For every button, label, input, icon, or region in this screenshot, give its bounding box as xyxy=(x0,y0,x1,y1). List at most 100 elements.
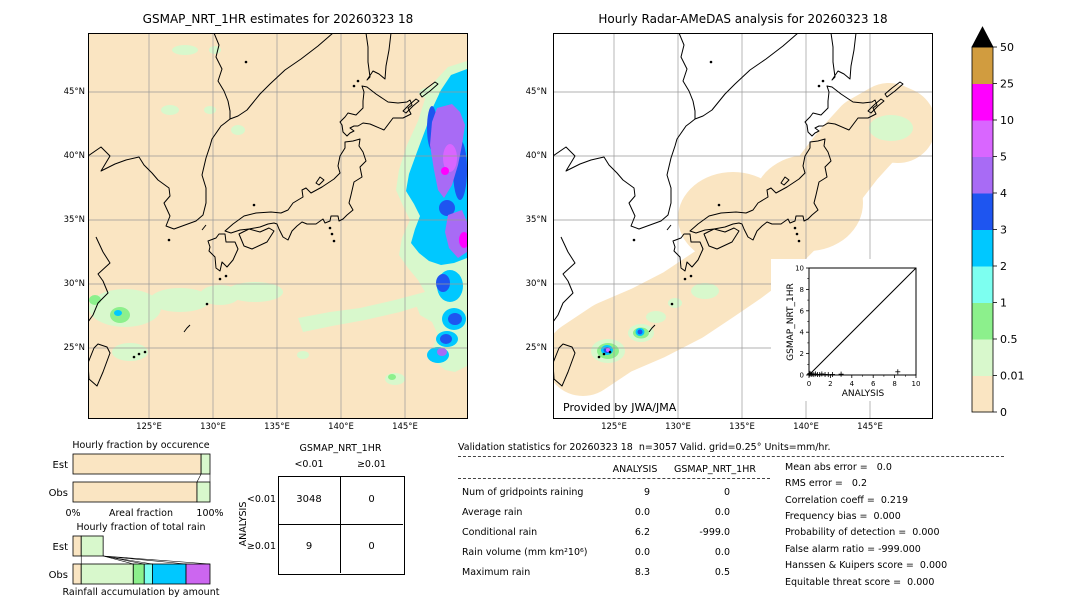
axis-title: Areal fraction xyxy=(109,508,173,519)
inset-y-tick-label: 6 xyxy=(800,307,805,315)
island-dot xyxy=(795,232,799,236)
rain-blob xyxy=(443,144,457,172)
rain-blob xyxy=(385,373,405,385)
lat-tick-right: 45°N xyxy=(525,87,547,97)
colorbar-segment xyxy=(972,302,993,340)
bar-connector xyxy=(103,555,153,565)
colorbar-segment xyxy=(972,83,993,121)
coastline xyxy=(339,85,413,137)
lat-tick-left: 30°N xyxy=(63,279,85,289)
map-border xyxy=(88,33,468,419)
validation-value-gsmap: -999.0 xyxy=(699,527,730,538)
right-map-title: Hourly Radar-AMeDAS analysis for 2026032… xyxy=(598,12,888,26)
island-dot xyxy=(218,277,222,281)
island-dot xyxy=(167,238,171,242)
rain-blob xyxy=(459,232,468,248)
island-dot xyxy=(683,277,687,281)
rain-blob xyxy=(231,125,245,135)
map-credit: Provided by JWA/JMA xyxy=(563,401,677,414)
rain-blob xyxy=(637,329,643,335)
rain-blob xyxy=(691,283,719,299)
left-map xyxy=(88,33,468,419)
validation-value-gsmap: 0.5 xyxy=(714,567,730,578)
inset-y-tick-label: 2 xyxy=(800,350,804,358)
island-dot xyxy=(328,226,332,230)
rain-blob xyxy=(204,106,216,114)
score-far: False alarm ratio = -999.000 xyxy=(785,544,921,555)
lat-tick-left: 25°N xyxy=(63,343,85,353)
island-dot xyxy=(608,350,612,354)
island-dot xyxy=(224,274,228,278)
contingency-cell-00: 3048 xyxy=(296,494,322,505)
colorbar-segment xyxy=(972,339,993,376)
bar-segment xyxy=(185,563,211,585)
rain-blob xyxy=(114,310,122,316)
coastline xyxy=(648,324,656,333)
identity-line xyxy=(808,267,917,376)
score-hk: Hanssen & Kuipers score = 0.000 xyxy=(785,560,948,571)
score-pod: Probability of detection = 0.000 xyxy=(785,527,940,538)
inset-y-tick-label: 8 xyxy=(800,286,804,294)
lat-tick-left: 40°N xyxy=(63,151,85,161)
bar-segment xyxy=(200,453,211,475)
colorbar-segment xyxy=(972,193,993,230)
island-dot xyxy=(356,79,360,83)
validation-value-analysis: 6.2 xyxy=(634,527,650,538)
validation-value-analysis: 8.3 xyxy=(634,567,650,578)
bar-connector xyxy=(196,473,202,483)
score-correlation: Correlation coeff = 0.219 xyxy=(785,495,909,506)
inset-x-tick-label: 6 xyxy=(871,380,876,388)
lon-tick-right: 140°E xyxy=(793,422,819,432)
bar-segment xyxy=(80,535,104,557)
validation-header: Validation statistics for 20260323 18 n=… xyxy=(458,442,831,453)
validation-row-label: Maximum rain xyxy=(462,567,531,578)
colorbar-tick-label: 25 xyxy=(1000,78,1014,91)
coastline xyxy=(88,33,334,230)
occurrence-obs-label: Obs xyxy=(49,488,68,499)
inset-y-tick-label: 10 xyxy=(795,265,804,273)
totalrain-footer: Rainfall accumulation by amount xyxy=(63,587,220,598)
lat-tick-left: 45°N xyxy=(63,87,85,97)
coastline xyxy=(678,33,696,119)
lon-tick-right: 145°E xyxy=(857,422,883,432)
validation-value-gsmap: 0 xyxy=(723,487,730,498)
rain-blob xyxy=(112,343,148,361)
bar-segment xyxy=(80,563,134,585)
inset-x-tick-label: 4 xyxy=(850,380,855,388)
coastline xyxy=(666,224,672,231)
coastline xyxy=(780,176,790,186)
rain-blob xyxy=(441,167,449,175)
bar-segment xyxy=(196,481,211,503)
score-ets: Equitable threat score = 0.000 xyxy=(785,577,935,588)
score-mean-abs-error: Mean abs error = 0.0 xyxy=(785,462,892,473)
lon-tick-right: 125°E xyxy=(601,422,627,432)
lat-tick-right: 30°N xyxy=(525,279,547,289)
contingency-row-label-2: ≥0.01 xyxy=(246,541,276,552)
island-dot xyxy=(597,355,601,359)
totalrain-obs-label: Obs xyxy=(49,570,68,581)
coastline xyxy=(553,33,799,230)
validation-value-gsmap: 0.0 xyxy=(714,547,730,558)
rain-blob xyxy=(150,288,210,312)
inset-ylabel: GSMAP_NRT_1HR xyxy=(786,283,796,361)
colorbar-segment xyxy=(972,375,993,413)
rain-blob xyxy=(678,172,788,264)
divider-dashed-1 xyxy=(458,456,1004,457)
island-dot xyxy=(817,84,821,88)
coastline xyxy=(88,343,111,387)
right-map: 00 2 2 4 4 6 6 8 8 10 10 ANALYSIS GSMAP_NRT_1HR Pr… xyxy=(553,33,933,419)
bar-segment xyxy=(72,535,82,557)
validation-col-analysis: ANALYSIS xyxy=(612,464,658,475)
totalrain-est-label: Est xyxy=(53,542,69,553)
coastline xyxy=(207,233,239,272)
colorbar-tick-label: 4 xyxy=(1000,187,1007,200)
coastline xyxy=(804,85,878,137)
rain-blob xyxy=(89,289,161,327)
axis-right-label: 100% xyxy=(196,508,223,519)
lat-tick-right: 35°N xyxy=(525,215,547,225)
lon-tick-right: 130°E xyxy=(665,422,691,432)
lon-tick-left: 135°E xyxy=(264,422,290,432)
colorbar-segment xyxy=(972,266,993,303)
validation-row-label: Average rain xyxy=(462,507,523,518)
